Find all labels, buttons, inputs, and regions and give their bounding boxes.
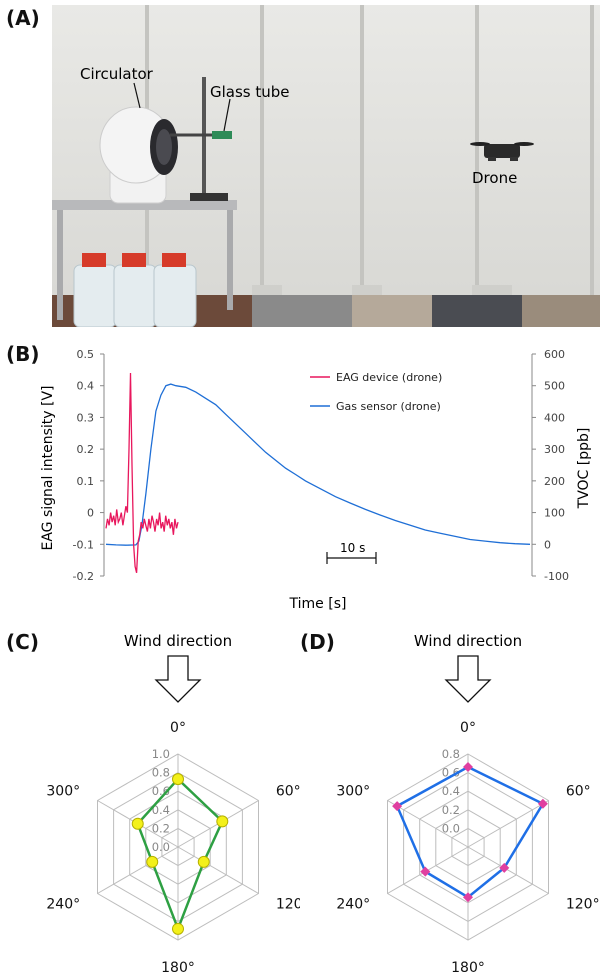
right-tick-labels: 600 500 400 300 200 100 0 -100 xyxy=(544,348,569,583)
radar-point xyxy=(392,801,403,812)
left-tick-label: 0.4 xyxy=(77,380,95,393)
radar-point xyxy=(537,798,548,809)
radar-tick-label: 0.2 xyxy=(152,821,170,835)
x-axis-label: Time [s] xyxy=(289,596,347,612)
panel-label-b: (B) xyxy=(6,342,40,366)
radar-angle-labels: 0° 60° 120° 180° 240° 300° xyxy=(46,720,300,976)
right-tick-label: 500 xyxy=(544,380,565,393)
wind-direction-label: Wind direction xyxy=(124,632,232,650)
experiment-photo: Circulator Glass tube Drone xyxy=(52,5,600,327)
radar-point xyxy=(197,855,210,868)
radar-tick-label: 1.0 xyxy=(152,747,170,761)
radar-grid xyxy=(387,753,549,941)
left-tick-label: 0 xyxy=(87,507,94,520)
radar-point xyxy=(420,866,431,877)
radar-angle-label: 120° xyxy=(566,897,600,913)
radar-tick-label: 0.6 xyxy=(442,766,460,780)
radar-grid xyxy=(97,753,259,941)
radar-chart-d: Wind direction 0.0 0.2 0.4 0.6 0.8 0° 60° 120°… xyxy=(336,632,599,976)
series-line-gas-sensor xyxy=(105,383,531,546)
radar-tick-labels: 0.00.20.40.60.81.0 xyxy=(152,747,170,854)
right-tick-label: -100 xyxy=(544,570,569,583)
left-tick-label: -0.1 xyxy=(73,538,94,551)
right-y-axis-label: TVOC [ppb] xyxy=(576,428,592,510)
radar-angle-label: 180° xyxy=(451,960,485,976)
radar-angle-label: 180° xyxy=(161,960,195,976)
left-tick-label: 0.2 xyxy=(77,443,95,456)
circulator-annotation: Circulator xyxy=(80,65,154,83)
radar-point xyxy=(131,817,144,830)
radar-data-polygon xyxy=(136,777,224,933)
photo-illustration: Circulator Glass tube Drone xyxy=(52,5,600,327)
scale-bar: 10 s xyxy=(326,541,377,564)
radar-angle-label: 0° xyxy=(170,720,186,736)
left-y-axis-label: EAG signal intensity [V] xyxy=(40,386,56,551)
radar-angle-label: 240° xyxy=(46,897,80,913)
wind-arrow-icon xyxy=(444,655,492,703)
chart-axes xyxy=(100,353,536,577)
radar-point xyxy=(146,855,159,868)
right-tick-label: 200 xyxy=(544,475,565,488)
scale-bar-label: 10 s xyxy=(340,541,365,555)
radar-point xyxy=(172,773,184,786)
legend-label: Gas sensor (drone) xyxy=(336,400,441,413)
radar-tick-label: 0.0 xyxy=(442,821,460,835)
radar-markers xyxy=(131,773,229,935)
glass-tube-annotation: Glass tube xyxy=(210,83,290,101)
radar-point xyxy=(463,762,473,773)
left-tick-labels: 0.5 0.4 0.3 0.2 0.1 0 -0.1 -0.2 xyxy=(73,348,94,583)
radar-angle-label: 60° xyxy=(276,784,300,800)
left-tick-label: 0.3 xyxy=(77,411,95,424)
panel-label-d: (D) xyxy=(300,630,335,654)
right-tick-label: 100 xyxy=(544,507,565,520)
right-tick-label: 300 xyxy=(544,443,565,456)
radar-angle-label: 300° xyxy=(46,784,80,800)
radar-tick-label: 0.2 xyxy=(442,803,460,817)
legend-label: EAG device (drone) xyxy=(336,371,442,384)
radar-angle-label: 0° xyxy=(460,720,476,736)
radar-point xyxy=(172,922,184,935)
radar-angle-labels: 0° 60° 120° 180° 240° 300° xyxy=(336,720,599,976)
radar-tick-labels: 0.0 0.2 0.4 0.6 0.8 xyxy=(442,747,460,835)
radar-tick-label: 0.4 xyxy=(152,803,170,817)
radar-spoke xyxy=(177,846,259,894)
radar-point xyxy=(463,892,473,903)
radar-spoke xyxy=(387,800,469,848)
radar-tick-label: 0.4 xyxy=(442,784,460,798)
radar-spoke xyxy=(467,800,549,848)
radar-tick-label: 0.0 xyxy=(152,840,170,854)
right-tick-label: 600 xyxy=(544,348,565,361)
radar-spoke xyxy=(467,846,549,894)
wind-direction-label: Wind direction xyxy=(414,632,522,650)
left-tick-label: 0.5 xyxy=(77,348,95,361)
radar-spoke xyxy=(97,846,179,894)
time-series-chart: 0.5 0.4 0.3 0.2 0.1 0 -0.1 -0.2 600 500 400 300 200… xyxy=(40,348,592,612)
radar-chart-c: Wind direction 0.00.20.40.60.81.0 0°60°1… xyxy=(46,632,300,976)
panel-label-c: (C) xyxy=(6,630,39,654)
radar-tick-label: 0.8 xyxy=(152,766,170,780)
right-tick-label: 0 xyxy=(544,538,551,551)
radar-angle-label: 240° xyxy=(336,897,370,913)
radar-angle-label: 300° xyxy=(336,784,370,800)
radar-tick-label: 0.8 xyxy=(442,747,460,761)
radar-angle-label: 60° xyxy=(566,784,591,800)
radar-angle-label: 120° xyxy=(276,897,300,913)
chart-legend: EAG device (drone) Gas sensor (drone) xyxy=(310,371,442,413)
panel-label-a: (A) xyxy=(6,6,40,30)
wind-arrow-icon xyxy=(154,655,202,703)
right-tick-label: 400 xyxy=(544,411,565,424)
series-line-eag-device xyxy=(105,372,179,573)
left-tick-label: 0.1 xyxy=(77,475,95,488)
radar-point xyxy=(216,815,229,828)
radar-point xyxy=(499,862,510,873)
radar-markers xyxy=(392,762,548,903)
left-tick-label: -0.2 xyxy=(73,570,94,583)
drone-annotation: Drone xyxy=(472,169,517,187)
